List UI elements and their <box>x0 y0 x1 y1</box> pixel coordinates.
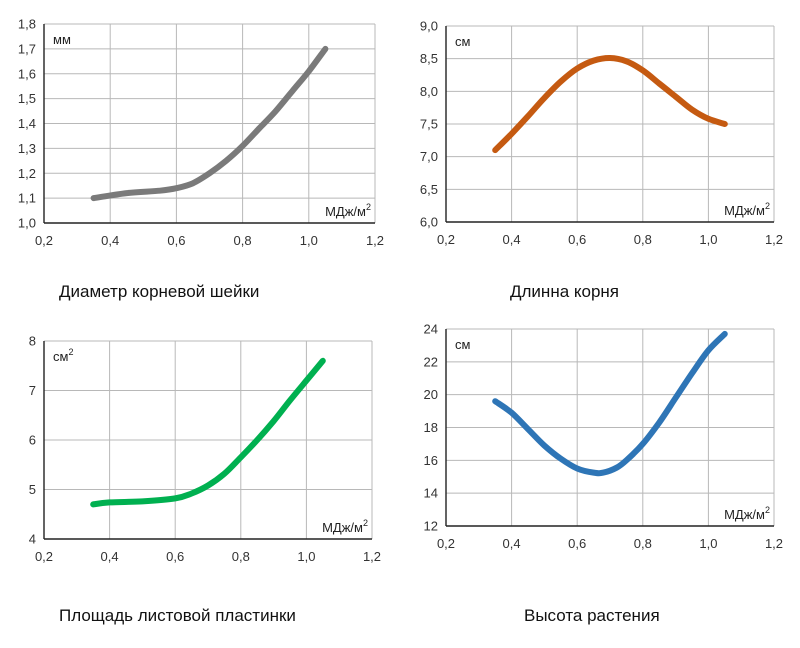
y-tick-label: 22 <box>424 354 438 369</box>
chart-title: Высота растения <box>524 606 660 625</box>
x-tick-label: 1,2 <box>363 549 381 564</box>
y-unit-label: см <box>455 337 471 352</box>
y-tick-label: 6,0 <box>420 215 438 230</box>
x-tick-label: 0,8 <box>634 536 652 551</box>
x-tick-label: 0,6 <box>568 232 586 247</box>
x-tick-label: 0,4 <box>101 233 119 248</box>
x-unit-text: МДж/м <box>325 204 366 219</box>
series-line <box>492 54 728 154</box>
chart-1: 0,2 0,4 0,6 0,8 1,0 1,2 1,0 1,1 1,2 1,3 1,4 1,5 1,6 1… <box>18 17 384 302</box>
chart-2: 0,2 0,4 0,6 0,8 1,0 1,2 6,0 6,5 7,0 7,5 8,0 8,5 9,0 с… <box>420 19 783 302</box>
y-tick-label: 12 <box>424 519 438 534</box>
y-tick-label: 1,4 <box>18 116 36 131</box>
x-tick-label: 0,6 <box>167 233 185 248</box>
x-tick-label: 0,2 <box>437 536 455 551</box>
y-tick-label: 1,8 <box>18 17 36 32</box>
y-tick-label: 20 <box>424 387 438 402</box>
x-unit-text: МДж/м <box>322 520 363 535</box>
x-tick-label: 0,4 <box>503 232 521 247</box>
x-unit-label: МДж/м2 <box>322 518 368 535</box>
x-tick-label: 1,2 <box>765 232 783 247</box>
y-tick-label: 18 <box>424 420 438 435</box>
y-tick-label: 24 <box>424 322 438 337</box>
y-tick-label: 7,0 <box>420 149 438 164</box>
y-unit-text: см <box>455 34 471 49</box>
y-unit-text: мм <box>53 32 71 47</box>
y-tick-label: 6 <box>29 433 36 448</box>
x-unit-superscript: 2 <box>765 505 770 515</box>
x-tick-label: 0,2 <box>437 232 455 247</box>
x-tick-label: 1,2 <box>366 233 384 248</box>
y-unit-superscript: 2 <box>68 347 73 357</box>
y-tick-label: 1,6 <box>18 66 36 81</box>
x-tick-label: 0,4 <box>101 549 119 564</box>
y-tick-label: 14 <box>424 486 438 501</box>
series-line <box>90 45 329 202</box>
chart-title: Длинна корня <box>510 282 619 301</box>
y-unit-text: см <box>53 349 69 364</box>
chart-title: Площадь листовой пластинки <box>59 606 296 625</box>
y-tick-label: 1,5 <box>18 91 36 106</box>
chart-title: Диаметр корневой шейки <box>59 282 259 301</box>
y-tick-label: 9,0 <box>420 19 438 34</box>
y-tick-label: 7 <box>29 383 36 398</box>
x-unit-text: МДж/м <box>724 507 765 522</box>
x-tick-label: 1,0 <box>300 233 318 248</box>
x-tick-label: 1,0 <box>699 536 717 551</box>
x-tick-label: 1,2 <box>765 536 783 551</box>
y-tick-label: 6,5 <box>420 182 438 197</box>
y-tick-label: 1,7 <box>18 41 36 56</box>
y-tick-label: 1,3 <box>18 141 36 156</box>
x-tick-label: 0,2 <box>35 233 53 248</box>
x-tick-label: 0,6 <box>568 536 586 551</box>
y-tick-label: 1,0 <box>18 216 36 231</box>
x-unit-superscript: 2 <box>765 201 770 211</box>
y-unit-label: см2 <box>53 347 73 364</box>
x-tick-label: 0,8 <box>634 232 652 247</box>
x-unit-label: МДж/м2 <box>325 202 371 219</box>
y-tick-label: 7,5 <box>420 117 438 132</box>
x-unit-text: МДж/м <box>724 203 765 218</box>
y-tick-label: 1,1 <box>18 191 36 206</box>
y-tick-label: 8 <box>29 334 36 349</box>
x-unit-superscript: 2 <box>366 202 371 212</box>
x-tick-label: 0,8 <box>234 233 252 248</box>
x-unit-superscript: 2 <box>363 518 368 528</box>
y-unit-label: мм <box>53 32 71 47</box>
y-tick-label: 8,5 <box>420 51 438 66</box>
y-tick-label: 4 <box>29 532 36 547</box>
y-unit-label: см <box>455 34 471 49</box>
x-tick-label: 0,6 <box>166 549 184 564</box>
series-line <box>90 357 326 508</box>
y-tick-label: 16 <box>424 453 438 468</box>
y-tick-label: 8,0 <box>420 84 438 99</box>
y-tick-label: 1,2 <box>18 166 36 181</box>
x-tick-label: 1,0 <box>297 549 315 564</box>
x-unit-label: МДж/м2 <box>724 201 770 218</box>
x-tick-label: 0,8 <box>232 549 250 564</box>
series-line <box>492 330 728 477</box>
x-tick-label: 0,2 <box>35 549 53 564</box>
chart-4: 0,2 0,4 0,6 0,8 1,0 1,2 12 14 16 18 20 22 24 см МДж/м2… <box>424 322 784 626</box>
chart-3: 0,2 0,4 0,6 0,8 1,0 1,245678см2МДж/м2Площадь … <box>29 334 381 626</box>
y-unit-text: см <box>455 337 471 352</box>
y-tick-label: 5 <box>29 482 36 497</box>
x-unit-label: МДж/м2 <box>724 505 770 522</box>
x-tick-label: 1,0 <box>699 232 717 247</box>
x-tick-label: 0,4 <box>503 536 521 551</box>
